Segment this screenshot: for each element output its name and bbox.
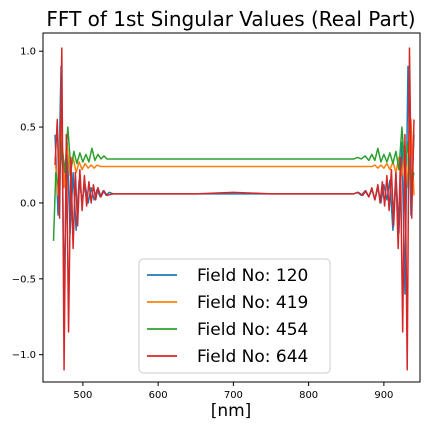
- plot-lines: [52, 47, 415, 371]
- series-line-4: [54, 47, 415, 371]
- legend-label: Field No: 419: [197, 293, 308, 313]
- chart-title: FFT of 1st Singular Values (Real Part): [46, 7, 415, 31]
- x-tick-label: 800: [299, 390, 318, 401]
- x-tick-label: 600: [149, 390, 168, 401]
- plot-frame: [42, 32, 421, 383]
- x-tick-label: 500: [73, 390, 92, 401]
- x-axis-label: [nm]: [211, 401, 252, 421]
- series-line-3: [52, 126, 415, 241]
- legend: Field No: 120 Field No: 419 Field No: 454 F…: [138, 258, 331, 374]
- y-tick-label: 0.5: [20, 123, 36, 134]
- legend-label: Field No: 644: [197, 347, 308, 367]
- y-tick-label: 0.0: [20, 198, 36, 209]
- x-axis-ticks: 500 600 700 800 900: [73, 382, 393, 401]
- y-tick-label: −0.5: [12, 274, 36, 285]
- legend-box: [138, 258, 331, 374]
- legend-label: Field No: 120: [197, 266, 308, 286]
- y-tick-label: −1.0: [12, 350, 36, 361]
- series-line-2: [54, 118, 415, 197]
- y-tick-label: 1.0: [20, 47, 36, 58]
- x-tick-label: 900: [374, 390, 393, 401]
- y-axis-ticks: −1.0 −0.5 0.0 0.5 1.0: [12, 47, 43, 361]
- x-tick-label: 700: [224, 390, 243, 401]
- legend-label: Field No: 454: [197, 320, 308, 340]
